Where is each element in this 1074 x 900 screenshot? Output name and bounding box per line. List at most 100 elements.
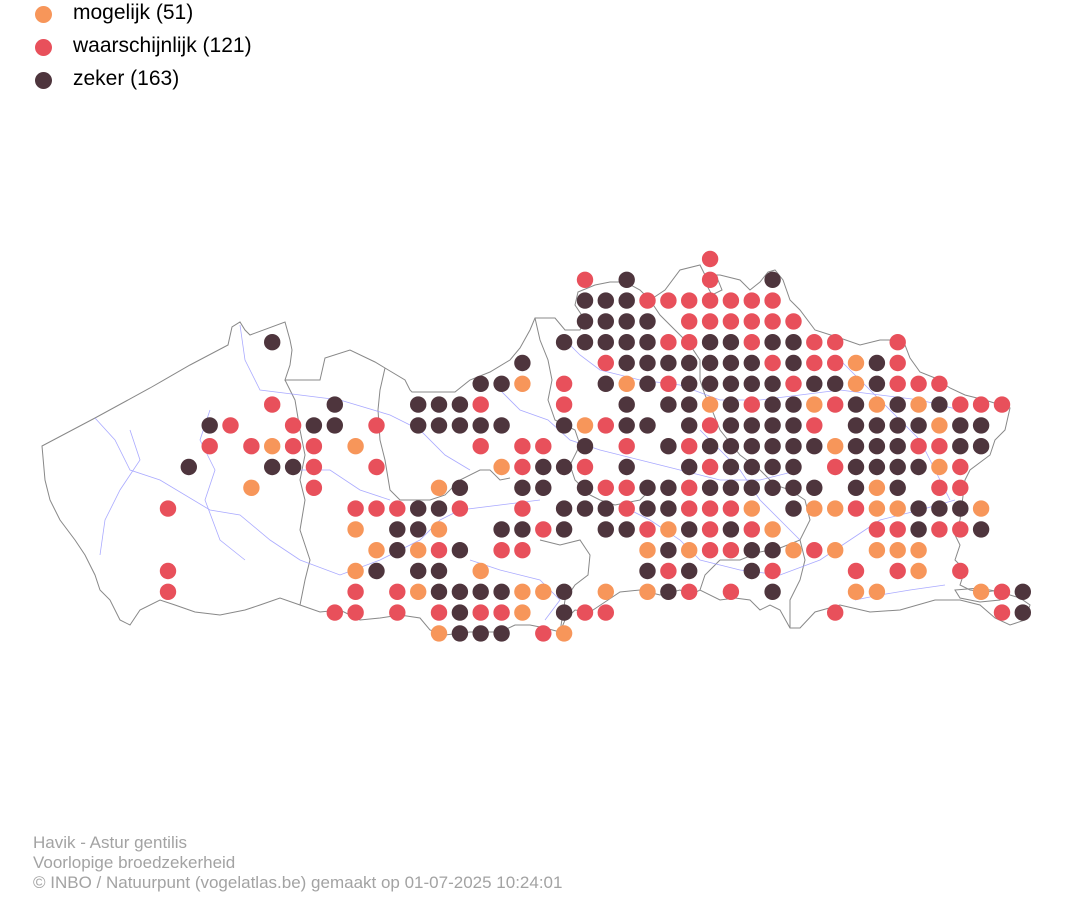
dot-zeker <box>618 354 635 372</box>
dot-zeker <box>743 458 760 476</box>
dot-waarschijnlijk <box>889 375 906 392</box>
dot-mogelijk <box>347 521 364 538</box>
legend-label-zeker: zeker (163) <box>73 67 180 90</box>
dot-zeker <box>889 396 906 413</box>
dot-zeker <box>743 375 760 392</box>
dot-zeker <box>701 354 719 372</box>
dot-zeker <box>681 521 698 538</box>
dot-waarschijnlijk <box>764 292 781 309</box>
dot-zeker <box>931 396 948 413</box>
dot-waarschijnlijk <box>159 583 177 600</box>
dot-waarschijnlijk <box>326 604 343 621</box>
dot-waarschijnlijk <box>910 375 927 392</box>
dot-zeker <box>868 375 886 392</box>
dot-waarschijnlijk <box>597 604 614 621</box>
dot-waarschijnlijk <box>743 292 760 309</box>
dot-zeker <box>410 396 427 413</box>
legend-dot-waarschijnlijk <box>35 39 52 56</box>
dot-waarschijnlijk <box>389 500 406 517</box>
dot-zeker <box>1014 583 1031 600</box>
dot-zeker <box>764 438 781 455</box>
dot-waarschijnlijk <box>660 375 677 392</box>
dot-mogelijk <box>847 375 865 392</box>
dot-waarschijnlijk <box>889 562 906 580</box>
dot-waarschijnlijk <box>701 250 719 268</box>
dot-zeker <box>284 458 302 476</box>
dot-zeker <box>639 479 656 496</box>
dot-zeker <box>451 479 469 496</box>
dot-mogelijk <box>868 479 886 496</box>
dot-zeker <box>660 396 677 413</box>
dot-waarschijnlijk <box>681 292 698 309</box>
dot-zeker <box>410 417 427 434</box>
dot-zeker <box>576 334 594 351</box>
dot-mogelijk <box>660 521 677 538</box>
dot-zeker <box>764 458 781 476</box>
dot-waarschijnlijk <box>430 542 448 559</box>
legend-dot-zeker <box>35 72 52 89</box>
dot-waarschijnlijk <box>597 479 614 496</box>
dot-zeker <box>722 417 740 434</box>
dot-zeker <box>597 500 614 517</box>
dot-zeker <box>764 396 781 413</box>
dot-mogelijk <box>618 375 635 392</box>
dot-zeker <box>639 375 656 392</box>
dot-zeker <box>722 458 740 476</box>
dot-waarschijnlijk <box>535 625 552 642</box>
dot-waarschijnlijk <box>827 458 844 476</box>
dot-zeker <box>847 396 865 413</box>
dot-waarschijnlijk <box>159 562 177 580</box>
dot-waarschijnlijk <box>952 521 969 538</box>
legend-label-waarschijnlijk: waarschijnlijk (121) <box>73 34 252 57</box>
dot-zeker <box>722 396 740 413</box>
dot-zeker <box>264 458 281 476</box>
dot-zeker <box>326 396 343 413</box>
dot-waarschijnlijk <box>993 396 1011 413</box>
dot-waarschijnlijk <box>660 334 677 351</box>
dot-waarschijnlijk <box>284 438 302 455</box>
dot-zeker <box>597 521 614 538</box>
dot-zeker <box>555 417 573 434</box>
dot-zeker <box>535 458 552 476</box>
dot-zeker <box>555 458 573 476</box>
dot-zeker <box>493 417 510 434</box>
dot-zeker <box>555 334 573 351</box>
dot-waarschijnlijk <box>743 313 760 330</box>
dot-waarschijnlijk <box>368 458 385 476</box>
dot-zeker <box>701 479 719 496</box>
dot-zeker <box>305 417 323 434</box>
dot-zeker <box>660 354 677 372</box>
dot-mogelijk <box>868 542 886 559</box>
dot-zeker <box>681 562 698 580</box>
dot-zeker <box>514 521 531 538</box>
dot-zeker <box>597 292 614 309</box>
dot-waarschijnlijk <box>827 396 844 413</box>
dot-zeker <box>743 438 760 455</box>
dot-zeker <box>681 354 698 372</box>
copyright-line: © INBO / Natuurpunt (vogelatlas.be) gema… <box>33 873 563 892</box>
dot-waarschijnlijk <box>806 334 823 351</box>
dot-waarschijnlijk <box>535 521 552 538</box>
dot-zeker <box>701 334 719 351</box>
dot-waarschijnlijk <box>681 583 698 600</box>
dot-zeker <box>889 438 906 455</box>
dot-waarschijnlijk <box>514 438 531 455</box>
dot-waarschijnlijk <box>827 354 844 372</box>
dot-waarschijnlijk <box>472 604 489 621</box>
dot-zeker <box>576 438 594 455</box>
dot-waarschijnlijk <box>847 500 865 517</box>
dot-mogelijk <box>514 604 531 621</box>
dot-zeker <box>806 438 823 455</box>
dot-waarschijnlijk <box>618 438 635 455</box>
dot-mogelijk <box>493 458 510 476</box>
dot-zeker <box>430 500 448 517</box>
dot-zeker <box>701 375 719 392</box>
dot-waarschijnlijk <box>472 438 489 455</box>
dot-waarschijnlijk <box>806 542 823 559</box>
dot-waarschijnlijk <box>952 562 969 580</box>
dot-zeker <box>618 271 635 288</box>
dot-waarschijnlijk <box>243 438 260 455</box>
province-border-7 <box>789 539 806 628</box>
dot-zeker <box>910 500 927 517</box>
